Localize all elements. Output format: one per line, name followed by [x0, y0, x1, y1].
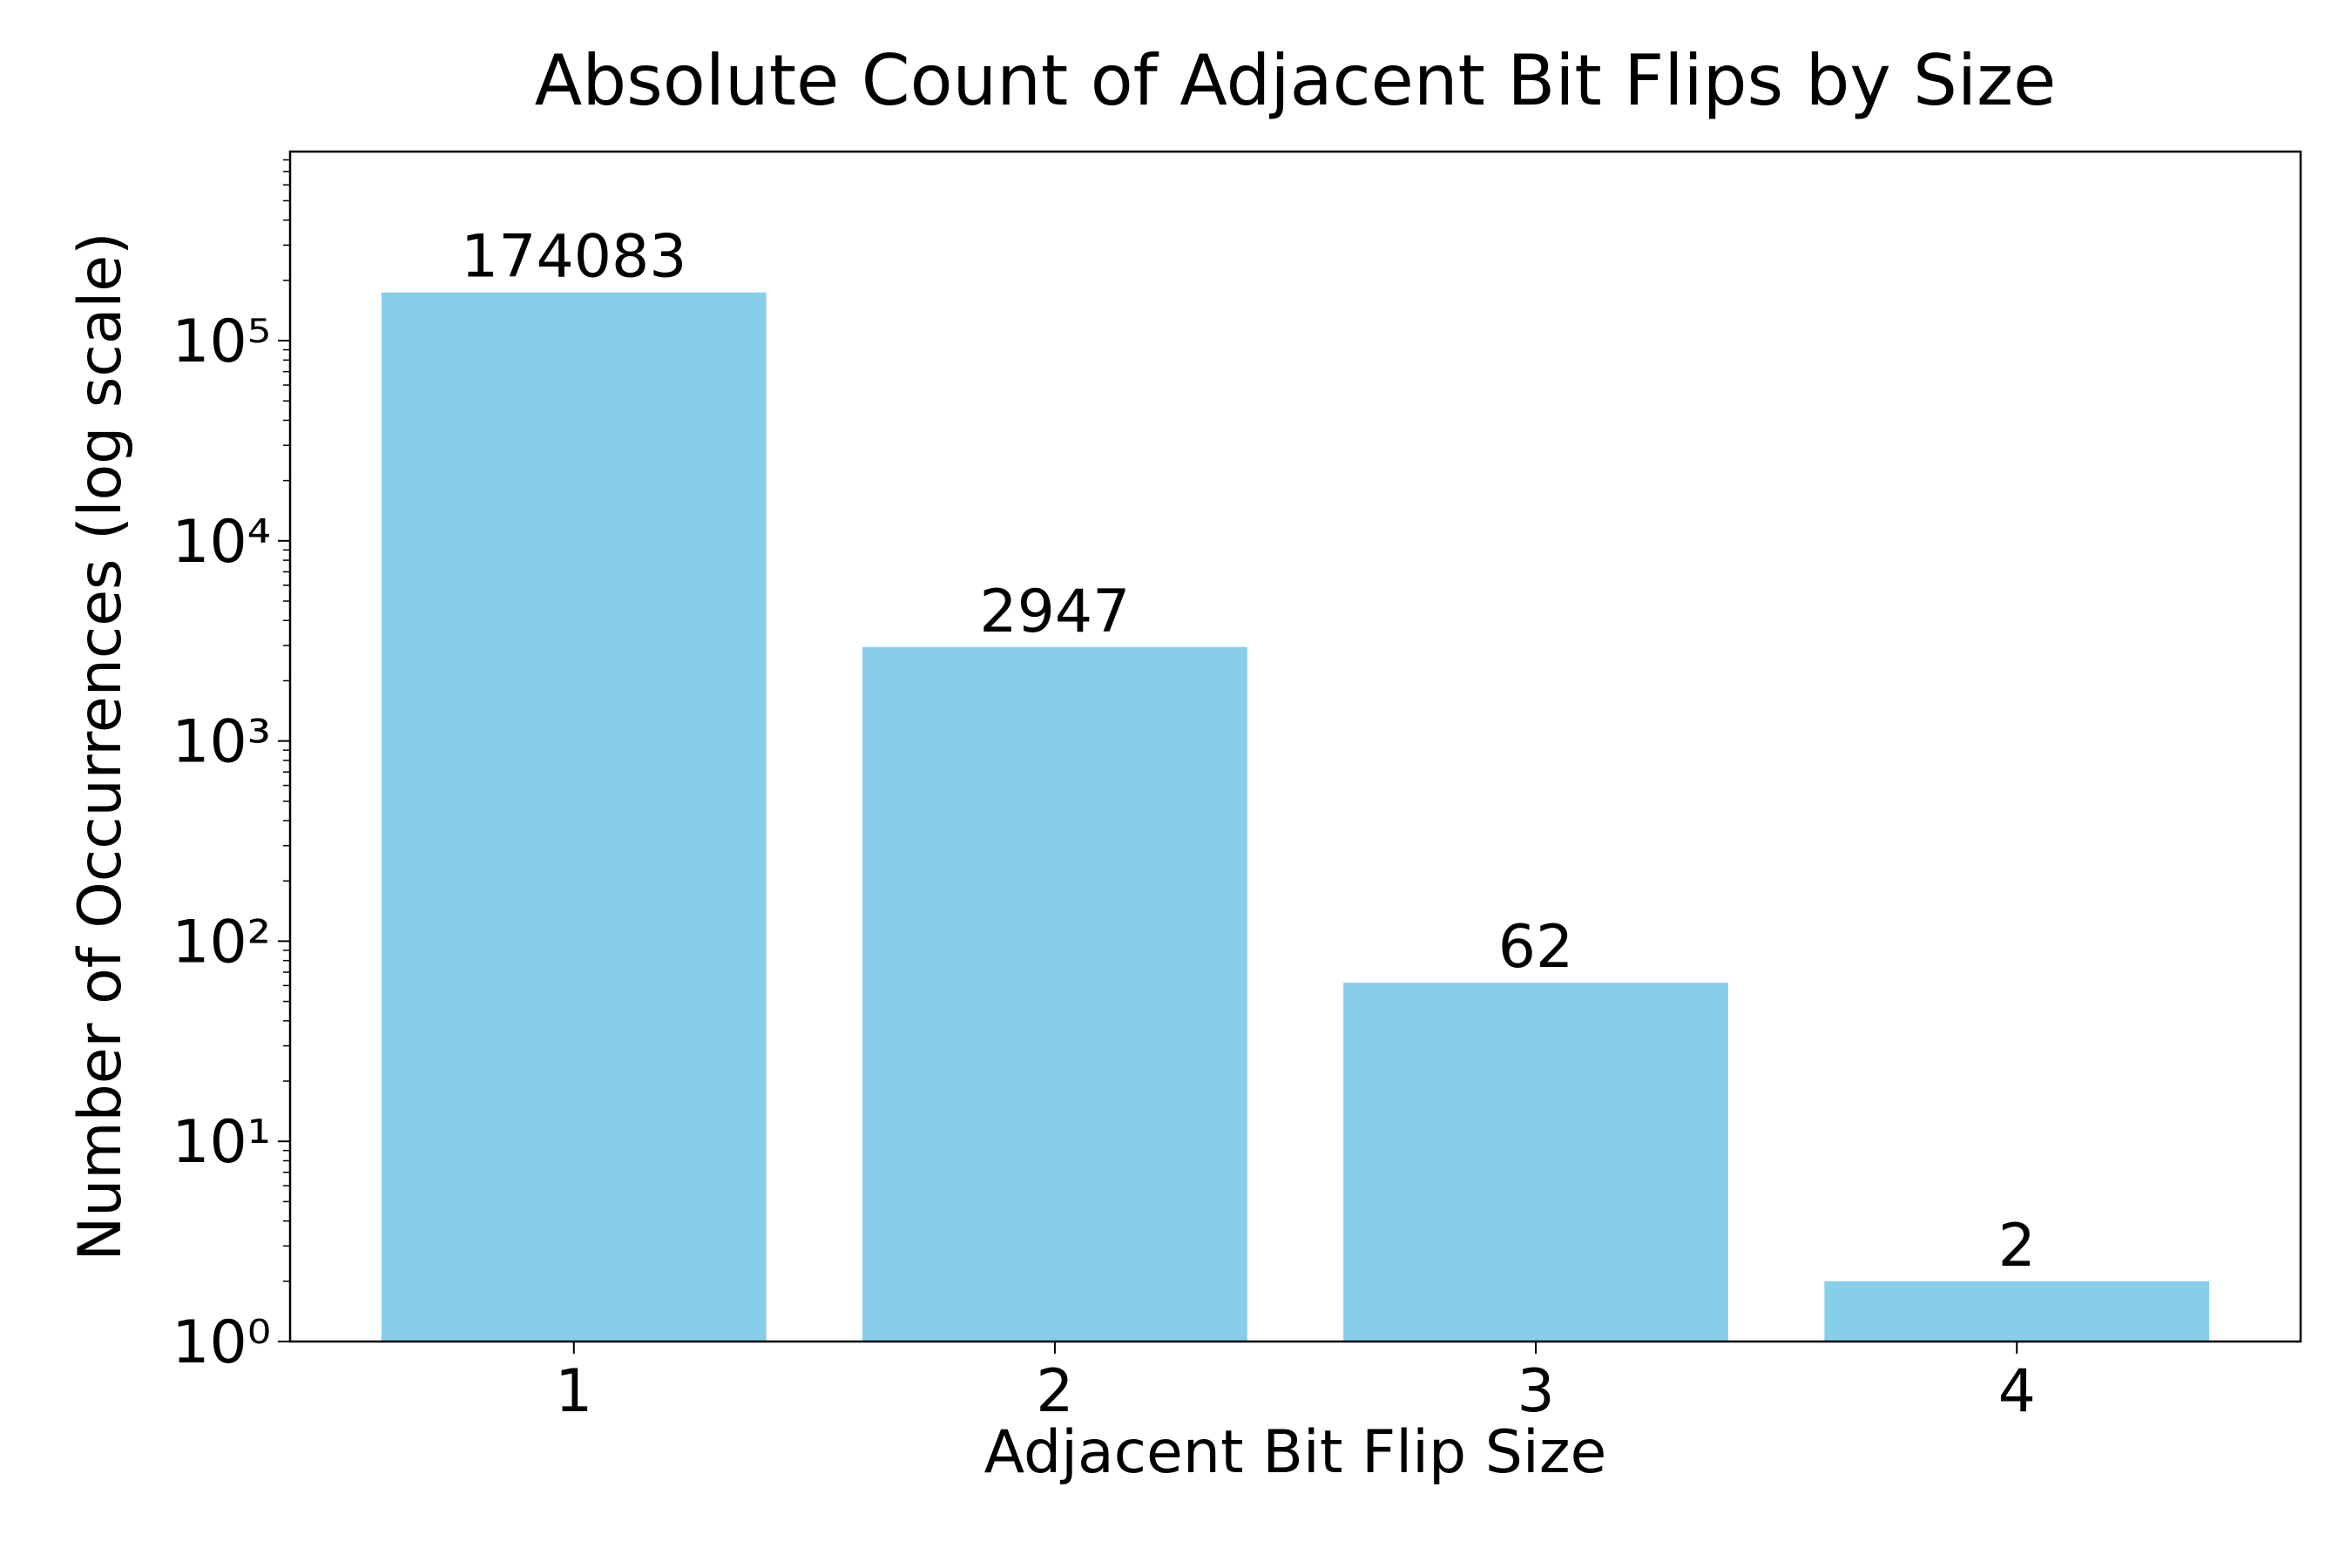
y-tick-label: 10³	[172, 708, 271, 777]
x-axis-label: Adjacent Bit Flip Size	[984, 1418, 1607, 1487]
value-label: 2947	[979, 578, 1130, 646]
y-tick-label: 10⁰	[172, 1308, 271, 1377]
value-label: 174083	[461, 223, 687, 292]
bar	[1343, 983, 1728, 1342]
value-label: 62	[1498, 913, 1574, 982]
y-tick-label: 10²	[172, 908, 271, 977]
y-tick-label: 10⁴	[172, 508, 271, 577]
x-tick-label: 4	[1998, 1357, 2036, 1426]
chart-title: Absolute Count of Adjacent Bit Flips by …	[535, 40, 2057, 121]
y-axis-label: Number of Occurrences (log scale)	[66, 232, 135, 1260]
bar	[1824, 1281, 2210, 1342]
y-tick-label: 10¹	[172, 1108, 271, 1177]
plot-frame	[288, 150, 2302, 1343]
y-tick-label: 10⁵	[172, 308, 271, 376]
x-tick-label: 1	[555, 1357, 592, 1426]
bar	[381, 292, 767, 1342]
value-label: 2	[1998, 1212, 2036, 1281]
bar	[862, 646, 1247, 1342]
x-tick-label: 3	[1517, 1357, 1554, 1426]
x-tick-label: 2	[1036, 1357, 1073, 1426]
